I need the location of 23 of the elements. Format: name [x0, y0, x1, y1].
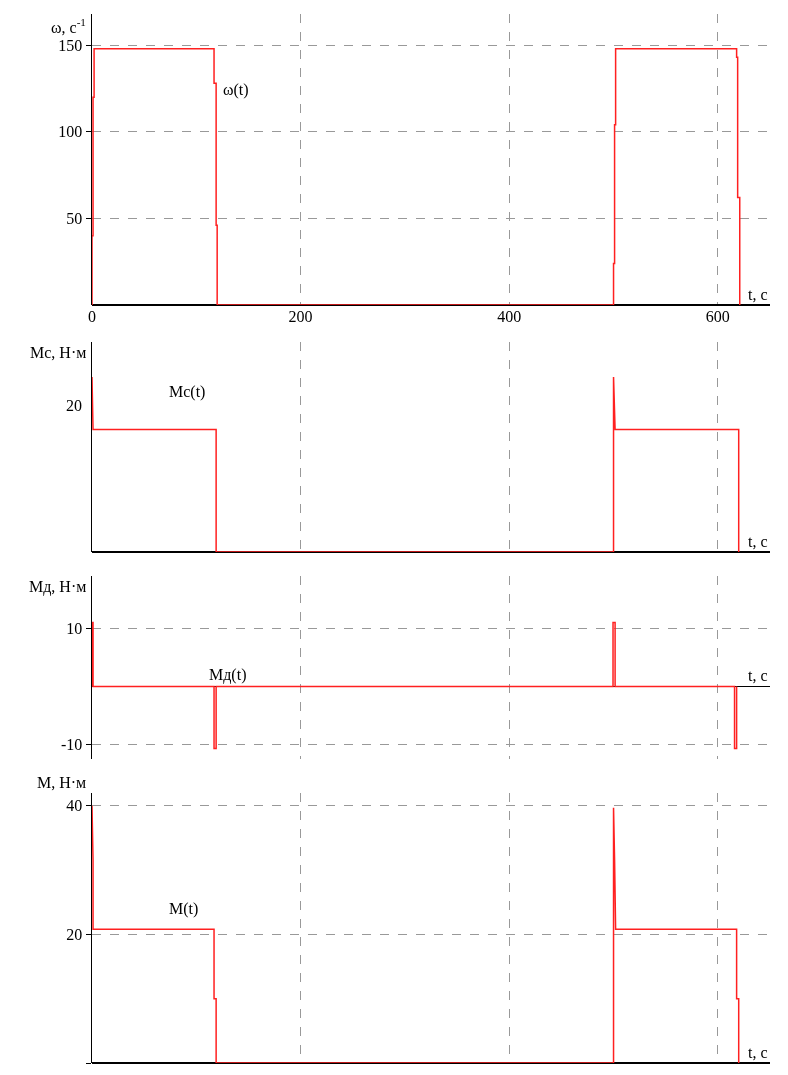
annotation: ω(t) [223, 81, 249, 99]
y-axis-title: M, Н·м [37, 774, 87, 791]
x-axis-title: t, с [748, 667, 768, 684]
y-tick-label: 10 [66, 619, 83, 637]
annotation: Mд(t) [209, 666, 247, 684]
x-tick-label: 200 [288, 308, 313, 325]
x-tick-label: 400 [497, 308, 522, 325]
y-axis-title: ω, с$^{-1}$ [51, 16, 86, 36]
x-tick-label: 0 [88, 308, 96, 325]
annotation: M(t) [169, 900, 199, 918]
y-axis-title: Mс, Н·м [30, 344, 87, 361]
x-axis-title: t, с [748, 533, 768, 550]
x-axis-title: t, с [748, 286, 768, 303]
x-tick-label: 600 [705, 308, 730, 325]
y-tick-label: 50 [66, 209, 83, 227]
y-tick-label: -10 [60, 736, 83, 754]
annotation: Mс(t) [169, 383, 206, 401]
y-tick-label: 40 [66, 797, 83, 815]
y-tick-label: 150 [58, 36, 83, 54]
y-tick-label: 20 [66, 926, 83, 944]
x-axis-title: t, с [748, 1044, 768, 1061]
y-axis-title: Mд, Н·м [29, 578, 87, 596]
y-tick-label: 100 [58, 123, 83, 141]
